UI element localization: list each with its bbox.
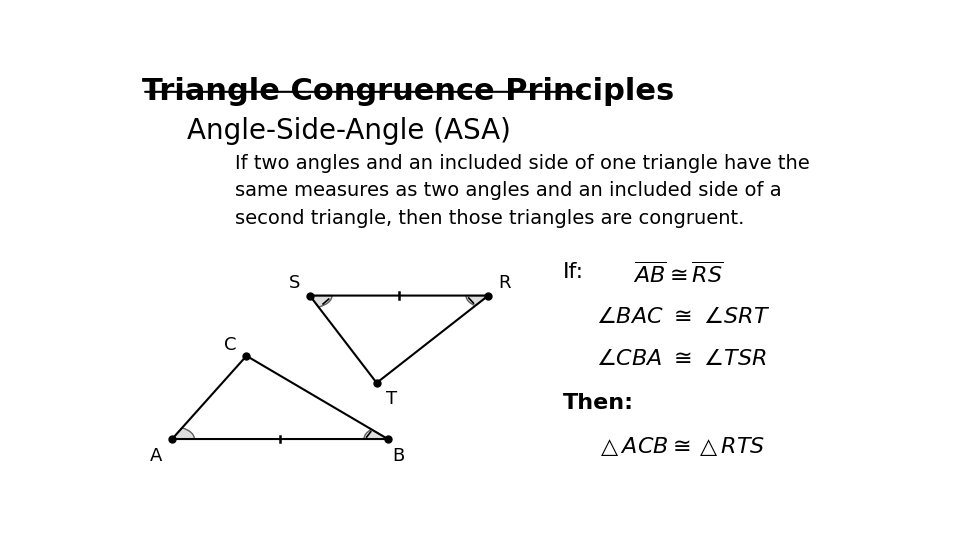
Text: T: T [386, 390, 397, 408]
Wedge shape [364, 429, 388, 439]
Text: C: C [225, 336, 237, 354]
Text: $\angle CBA\ \cong\ \angle TSR$: $\angle CBA\ \cong\ \angle TSR$ [596, 348, 767, 368]
Text: $\angle BAC\ \cong\ \angle SRT$: $\angle BAC\ \cong\ \angle SRT$ [596, 306, 771, 327]
Text: B: B [393, 447, 405, 464]
Text: Then:: Then: [563, 393, 634, 413]
Text: Angle-Side-Angle (ASA): Angle-Side-Angle (ASA) [187, 117, 511, 145]
Text: S: S [289, 274, 300, 292]
Text: A: A [150, 447, 162, 464]
Text: If:: If: [563, 262, 584, 282]
Text: Triangle Congruence Principles: Triangle Congruence Principles [142, 77, 675, 106]
Wedge shape [172, 428, 194, 439]
Wedge shape [466, 295, 489, 306]
Text: $\overline{AB} \cong \overline{RS}$: $\overline{AB} \cong \overline{RS}$ [634, 262, 724, 288]
Wedge shape [310, 295, 332, 307]
Text: $\triangle ACB \cong \triangle RTS$: $\triangle ACB \cong \triangle RTS$ [596, 435, 765, 458]
Text: If two angles and an included side of one triangle have the
same measures as two: If two angles and an included side of on… [235, 154, 810, 228]
Text: R: R [498, 274, 511, 292]
